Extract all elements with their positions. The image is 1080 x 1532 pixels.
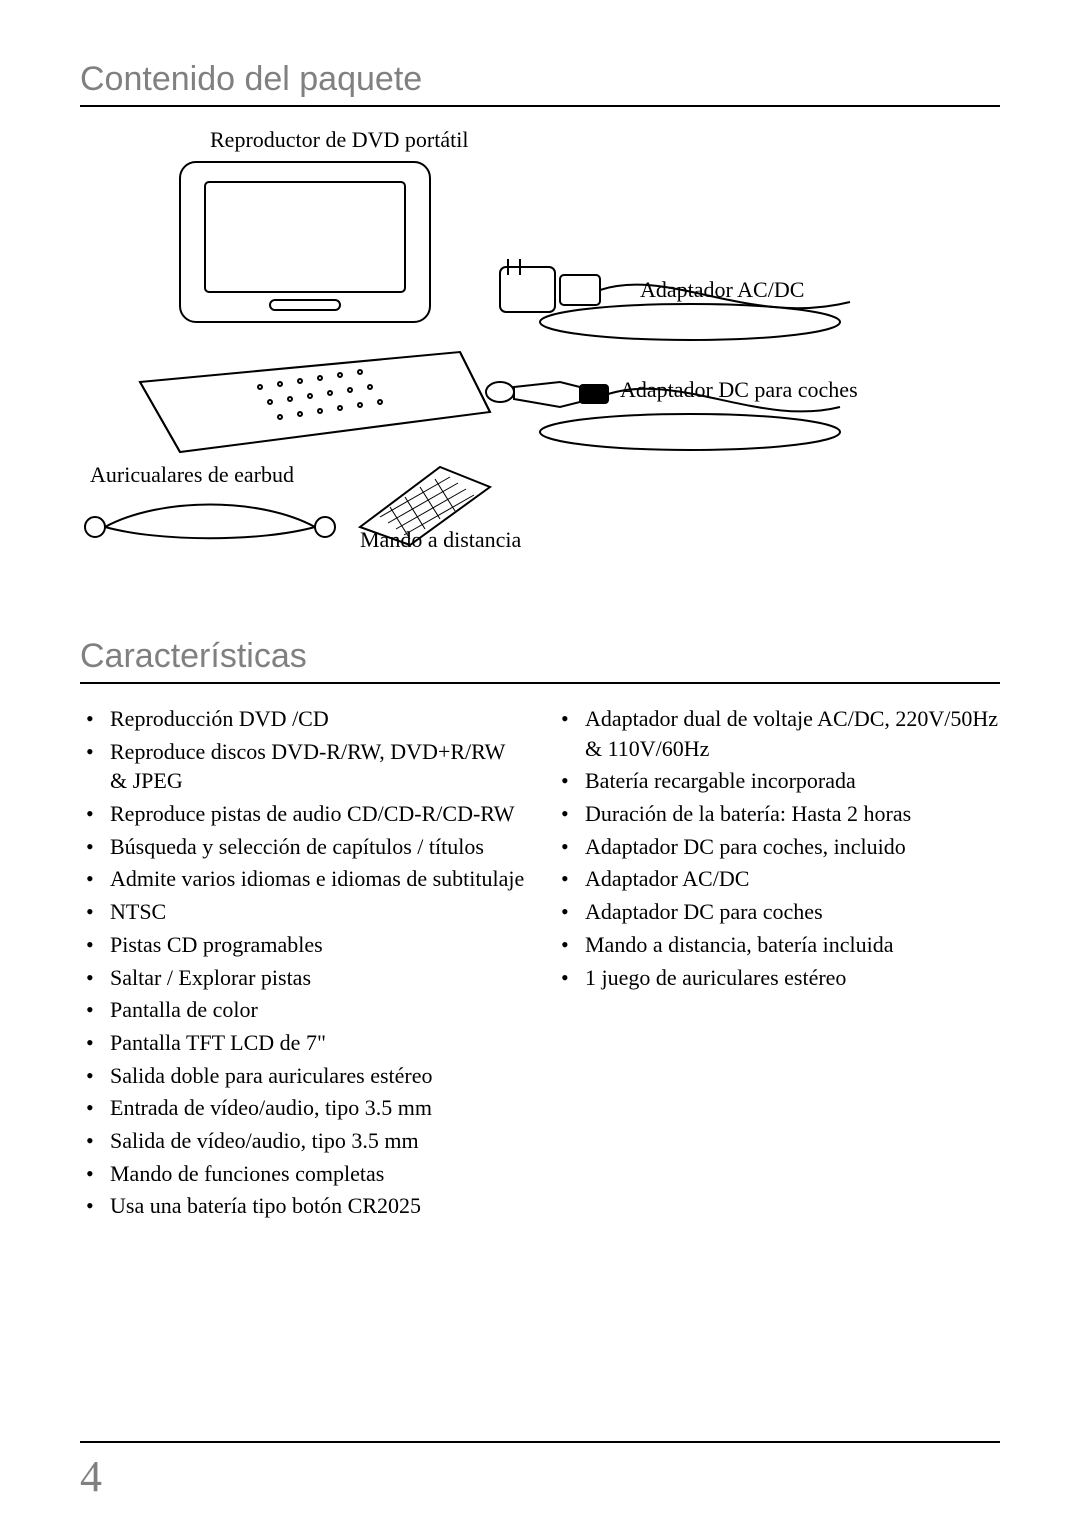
dvd-player-icon	[120, 152, 500, 472]
feature-item: Entrada de vídeo/audio, tipo 3.5 mm	[104, 1093, 525, 1123]
features-left-column: Reproducción DVD /CDReproduce discos DVD…	[80, 704, 525, 1224]
heading-package-contents: Contenido del paquete	[80, 60, 1000, 107]
feature-item: NTSC	[104, 897, 525, 927]
heading-features: Características	[80, 637, 1000, 684]
feature-item: Salida doble para auriculares estéreo	[104, 1061, 525, 1091]
page-footer: 4	[80, 1441, 1000, 1502]
feature-item: Adaptador AC/DC	[579, 864, 1000, 894]
feature-item: Pantalla de color	[104, 995, 525, 1025]
remote-icon	[350, 457, 500, 547]
feature-item: Duración de la batería: Hasta 2 horas	[579, 799, 1000, 829]
page-number: 4	[80, 1452, 102, 1501]
feature-item: Mando a distancia, batería incluida	[579, 930, 1000, 960]
feature-item: Búsqueda y selección de capítulos / títu…	[104, 832, 525, 862]
feature-item: Adaptador DC para coches	[579, 897, 1000, 927]
feature-item: Pantalla TFT LCD de 7"	[104, 1028, 525, 1058]
feature-item: Admite varios idiomas e idiomas de subti…	[104, 864, 525, 894]
feature-item: Usa una batería tipo botón CR2025	[104, 1191, 525, 1221]
dc-car-adapter-icon	[480, 367, 850, 457]
feature-item: Reproduce discos DVD-R/RW, DVD+R/RW & JP…	[104, 737, 525, 796]
feature-item: Adaptador dual de voltaje AC/DC, 220V/50…	[579, 704, 1000, 763]
earbuds-icon	[80, 487, 340, 547]
feature-item: Pistas CD programables	[104, 930, 525, 960]
package-diagram: Reproductor de DVD portátil Adaptador AC…	[80, 127, 1000, 607]
features-columns: Reproducción DVD /CDReproduce discos DVD…	[80, 704, 1000, 1224]
features-right-column: Adaptador dual de voltaje AC/DC, 220V/50…	[555, 704, 1000, 1224]
feature-item: Mando de funciones completas	[104, 1159, 525, 1189]
feature-item: Reproducción DVD /CD	[104, 704, 525, 734]
label-dvd-player: Reproductor de DVD portátil	[210, 127, 468, 153]
feature-item: Saltar / Explorar pistas	[104, 963, 525, 993]
feature-item: Reproduce pistas de audio CD/CD-R/CD-RW	[104, 799, 525, 829]
feature-item: 1 juego de auriculares estéreo	[579, 963, 1000, 993]
feature-item: Salida de vídeo/audio, tipo 3.5 mm	[104, 1126, 525, 1156]
ac-adapter-icon	[490, 257, 860, 347]
feature-item: Adaptador DC para coches, incluido	[579, 832, 1000, 862]
feature-item: Batería recargable incorporada	[579, 766, 1000, 796]
